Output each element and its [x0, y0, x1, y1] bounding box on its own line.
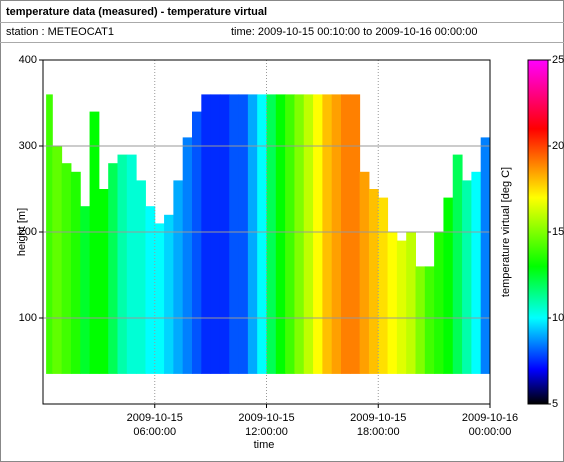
heat-cell — [341, 94, 351, 374]
heat-cell — [229, 94, 240, 374]
heat-cell — [145, 206, 156, 374]
heat-cell — [70, 171, 81, 374]
heat-cell — [89, 111, 100, 374]
x-tick-label: 00:00:00 — [469, 426, 512, 438]
heat-cell — [396, 240, 407, 374]
colorbar-label: temperature virtual [deg C] — [500, 167, 512, 297]
heat-cell — [257, 94, 267, 374]
heat-cell — [275, 94, 286, 374]
y-tick-label: 300 — [19, 140, 37, 152]
heat-cell — [154, 223, 165, 374]
chart-title: temperature data (measured) - temperatur… — [6, 6, 267, 18]
heat-cell — [359, 171, 370, 374]
plot-border — [42, 59, 491, 405]
heat-cell — [387, 232, 398, 374]
heat-cell — [322, 94, 333, 374]
heat-cell — [247, 94, 258, 374]
x-tick-label: 2009-10-15 — [238, 412, 294, 424]
heat-cell — [98, 189, 109, 374]
heat-cell — [46, 94, 53, 374]
station: station : METEOCAT1 — [6, 26, 114, 38]
heat-cell — [462, 180, 472, 374]
colorbar-tick-label: 10 — [552, 312, 564, 324]
heat-cell — [350, 94, 361, 374]
heat-cell — [219, 94, 230, 374]
colorbar-tick-label: 20 — [552, 140, 564, 152]
x-tick-label: 18:00:00 — [357, 426, 400, 438]
x-tick-label: 2009-10-15 — [127, 412, 183, 424]
x-axis-label: time — [254, 439, 275, 451]
y-tick-label: 200 — [19, 226, 37, 238]
heat-cell — [80, 206, 91, 374]
heat-cell — [331, 94, 342, 374]
heat-cell — [126, 154, 137, 374]
heat-cell — [285, 94, 295, 374]
heat-cell — [434, 232, 444, 374]
heat-cell — [368, 189, 379, 374]
x-tick-label: 12:00:00 — [245, 426, 288, 438]
heat-cell — [452, 154, 463, 374]
heat-cell — [266, 94, 277, 374]
heat-cell — [117, 154, 128, 374]
y-tick-label: 400 — [19, 54, 37, 66]
heat-cell — [210, 94, 221, 374]
heat-cell — [182, 137, 193, 374]
heat-cell — [52, 146, 63, 374]
heat-cell — [443, 197, 454, 374]
heat-cell — [173, 180, 184, 374]
time-range: time: 2009-10-15 00:10:00 to 2009-10-16 … — [231, 26, 477, 38]
heat-cell — [201, 94, 212, 374]
heat-cell — [471, 171, 482, 374]
y-tick-label: 100 — [19, 312, 37, 324]
x-tick-label: 06:00:00 — [133, 426, 176, 438]
y-axis-label: height [m] — [16, 208, 28, 256]
colorbar — [527, 59, 549, 405]
heat-cell — [61, 163, 72, 374]
heat-cell — [164, 214, 174, 374]
heat-cell — [406, 232, 416, 374]
heat-cell — [424, 266, 435, 374]
heat-cell — [294, 94, 305, 374]
heat-cell — [136, 180, 146, 374]
colorbar-tick-label: 5 — [552, 398, 558, 410]
colorbar-tick-label: 25 — [552, 54, 564, 66]
x-tick-label: 2009-10-15 — [350, 412, 406, 424]
heat-cell — [378, 197, 389, 374]
x-tick-label: 2009-10-16 — [462, 412, 518, 424]
heat-cell — [108, 163, 118, 374]
heat-cell — [238, 94, 249, 374]
heat-cell — [313, 94, 323, 374]
heat-cell — [480, 137, 491, 374]
heat-cell — [192, 111, 202, 374]
colorbar-tick-label: 15 — [552, 226, 564, 238]
heat-cell — [303, 94, 314, 374]
heat-cell — [415, 266, 426, 374]
